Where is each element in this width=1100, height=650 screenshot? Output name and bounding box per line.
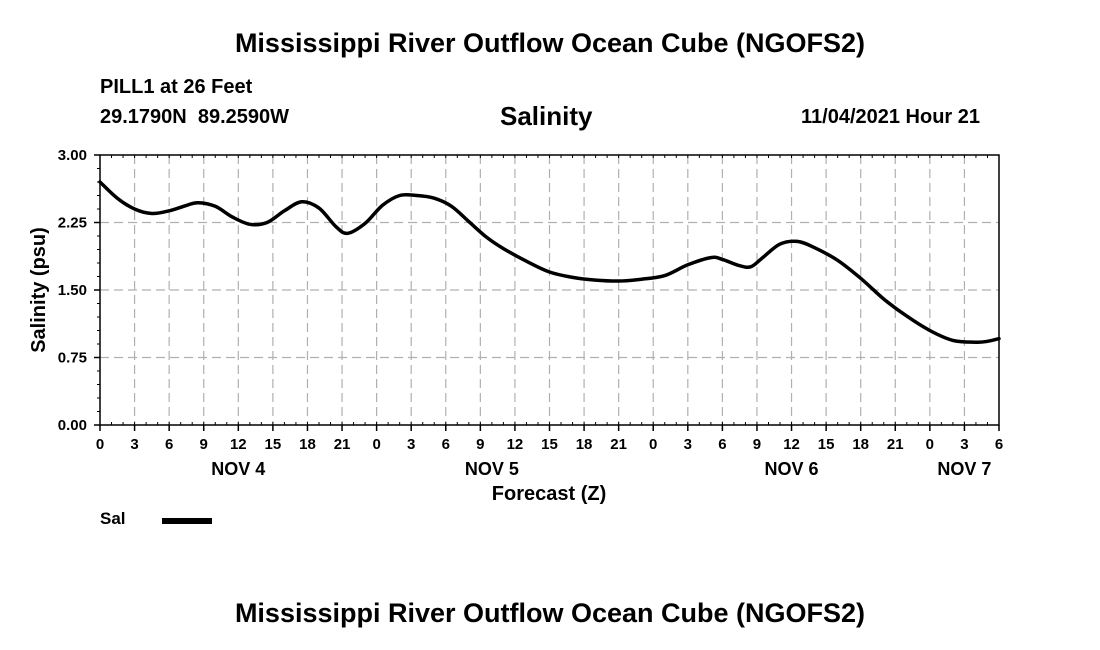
chart-grid: [100, 155, 999, 425]
x-tick-label: 3: [684, 436, 692, 453]
x-tick-label: 18: [299, 436, 316, 453]
day-label: NOV 6: [765, 459, 819, 479]
day-label: NOV 7: [937, 459, 991, 479]
station-label: PILL1 at 26 Feet: [100, 76, 253, 98]
y-tick-label: 0.00: [58, 417, 87, 434]
x-tick-label: 6: [442, 436, 450, 453]
x-tick-label: 15: [818, 436, 835, 453]
day-label: NOV 5: [465, 459, 519, 479]
x-tick-label: 0: [649, 436, 657, 453]
x-tick-label: 12: [507, 436, 524, 453]
x-tick-label: 21: [334, 436, 351, 453]
x-tick-label: 3: [130, 436, 138, 453]
x-tick-label: 9: [200, 436, 208, 453]
y-tick-labels: 0.00 0.75 1.50 2.25 3.00: [58, 147, 87, 434]
x-tick-label: 18: [576, 436, 593, 453]
x-tick-label: 6: [165, 436, 173, 453]
footer-title: Mississippi River Outflow Ocean Cube (NG…: [234, 598, 866, 628]
x-tick-label: 3: [960, 436, 968, 453]
x-axis-label: Forecast (Z): [492, 483, 606, 505]
x-tick-labels: 0 3 6 9 12 15 18 21 0 3 6 9 12 15 18 21 0 3 6 9 12 15 18 21 0 3 6: [96, 436, 1003, 453]
y-tick-label: 1.50: [58, 282, 87, 299]
station-coordinates: 29.1790N 89.2590W: [100, 106, 290, 128]
x-tick-label: 15: [541, 436, 558, 453]
day-labels: NOV 4 NOV 5 NOV 6 NOV 7: [211, 459, 991, 479]
y-tick-label: 3.00: [58, 147, 87, 164]
x-tick-label: 21: [887, 436, 904, 453]
x-tick-label: 21: [610, 436, 627, 453]
axis-ticks: [94, 154, 1000, 431]
page-title: Mississippi River Outflow Ocean Cube (NG…: [234, 28, 866, 58]
x-tick-label: 0: [926, 436, 934, 453]
y-axis-label: Salinity (psu): [28, 227, 50, 353]
x-tick-label: 12: [230, 436, 247, 453]
x-tick-label: 3: [407, 436, 415, 453]
x-tick-label: 18: [852, 436, 869, 453]
chart-title: Salinity: [500, 101, 593, 131]
x-tick-label: 12: [783, 436, 800, 453]
day-label: NOV 4: [211, 459, 265, 479]
forecast-timestamp: 11/04/2021 Hour 21: [801, 106, 981, 128]
x-tick-label: 9: [476, 436, 484, 453]
salinity-line: [98, 180, 1001, 344]
y-tick-label: 0.75: [58, 350, 87, 367]
x-tick-label: 0: [372, 436, 380, 453]
y-tick-label: 2.25: [58, 215, 87, 232]
legend-label: Sal: [100, 509, 126, 528]
x-tick-label: 15: [265, 436, 282, 453]
x-tick-label: 6: [995, 436, 1003, 453]
x-tick-label: 0: [96, 436, 104, 453]
x-tick-label: 9: [753, 436, 761, 453]
x-tick-label: 6: [718, 436, 726, 453]
